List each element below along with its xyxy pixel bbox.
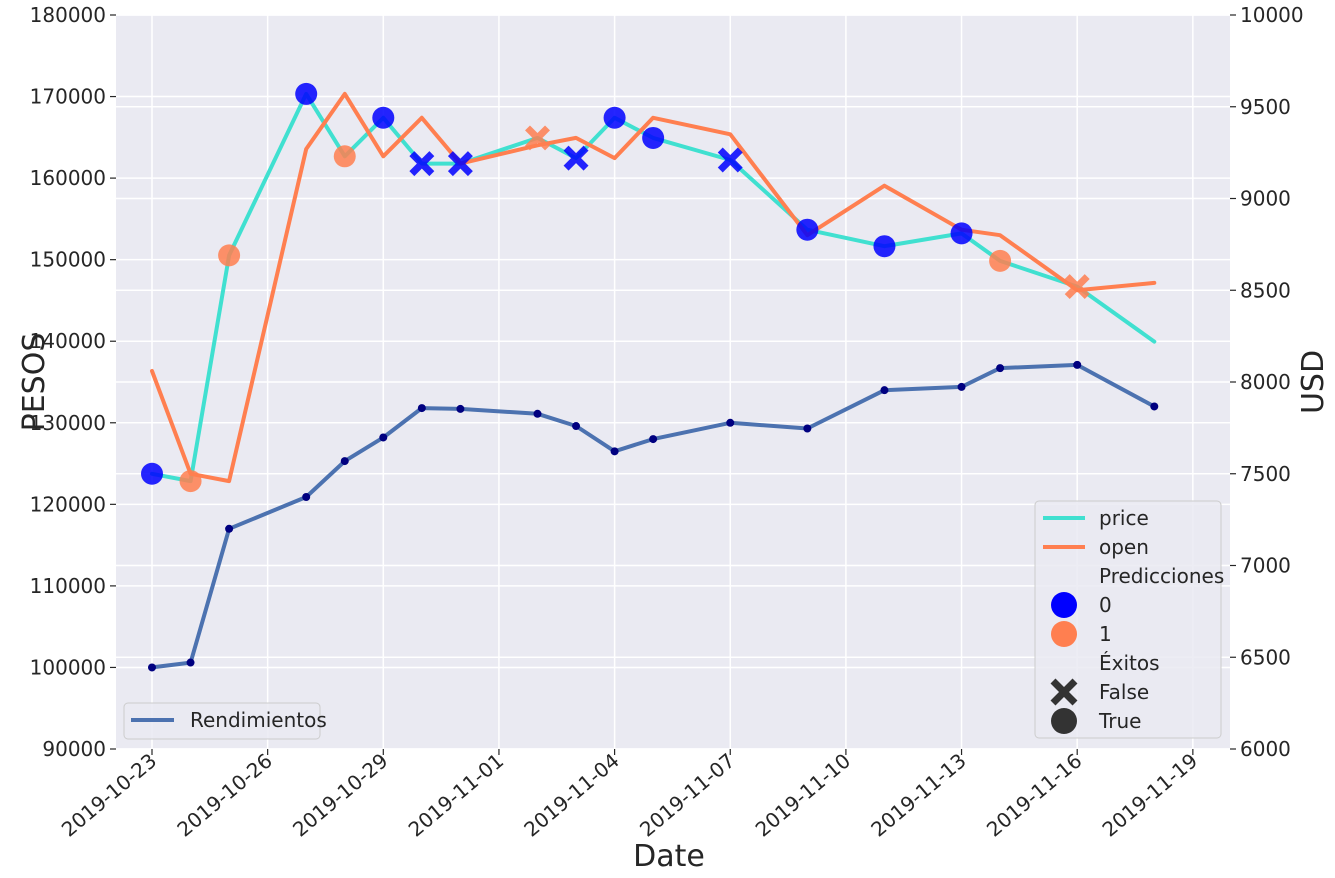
prediction-circle [642,126,665,149]
right-tick-label: 10000 [1240,3,1304,27]
rendimientos-point [186,658,195,667]
legend-label: price [1099,506,1149,530]
cross-stroke [447,151,473,177]
right-tick-label: 8000 [1240,370,1291,394]
prediction-circle [796,218,819,241]
x-axis: 2019-10-23 2019-10-26 2019-10-29 2019-11-01… [57,748,1202,841]
rendimientos-point [572,422,581,431]
right-tick-label: 7500 [1240,462,1291,486]
prediction-circle [179,470,202,493]
rendimientos-point [803,424,812,433]
x-tick-label: 2019-11-19 [1098,748,1202,841]
rendimientos-point [379,433,388,442]
legend-style-title: Éxitos [1099,651,1160,675]
left-tick-label: 160000 [30,166,106,190]
right-tick-label: 6000 [1240,737,1291,761]
legend-label: open [1099,535,1149,559]
legend-rendimientos: Rendimientos [123,702,327,740]
left-tick-label: 170000 [30,85,106,109]
rendimientos-point [456,404,465,413]
legend-label: 1 [1099,622,1112,646]
legend-marker-false [1050,678,1078,706]
prediction-cross [1064,274,1090,300]
rendimientos-point [726,418,735,427]
left-tick-label: 180000 [30,3,106,27]
legend-label: Rendimientos [190,708,327,732]
prediction-circle [603,106,626,129]
rendimientos-point [649,435,658,444]
rendimientos-point [880,386,889,395]
cross-stroke [1064,274,1090,300]
legend-marker-true [1051,708,1077,734]
right-tick-label: 6500 [1240,645,1291,669]
rendimientos-point [533,409,542,418]
prediction-circle [141,462,163,485]
right-tick-label: 9500 [1240,95,1291,119]
legend-predicciones: price open Predicciones 0 1 Éxitos False True [1034,500,1224,739]
rendimientos-point [1073,360,1082,369]
x-tick-label: 2019-11-13 [866,748,970,841]
legend-box [1034,500,1222,739]
cross-stroke [1050,678,1078,706]
prediction-circle [218,244,241,267]
rendimientos-point [302,492,311,501]
rendimientos-point [957,382,966,391]
x-tick-label: 2019-10-29 [288,748,392,841]
prediction-cross [525,125,550,151]
left-tick-label: 90000 [42,737,106,761]
left-y-axis-title: PESOS [17,333,52,432]
left-tick-label: 130000 [30,411,106,435]
right-y-axis: 6000 6500 7000 7500 8000 8500 9000 9500 10000 [1230,3,1304,761]
prediction-circle [989,249,1012,272]
rendimientos-point [1150,402,1159,411]
left-tick-label: 110000 [30,574,106,598]
prediction-circle [372,106,395,129]
x-tick-label: 2019-10-23 [57,748,161,841]
legend-label: 0 [1099,593,1112,617]
prediction-cross [447,151,473,177]
prediction-cross [563,145,589,171]
legend-marker-pred [1051,592,1077,618]
prediction-circle [950,222,973,245]
left-tick-label: 140000 [30,329,106,353]
legend-label: True [1098,709,1141,733]
prediction-circle [873,235,896,258]
legend-box [123,702,321,740]
rendimientos-point [996,364,1005,373]
right-tick-label: 8500 [1240,278,1291,302]
legend-label: False [1099,680,1149,704]
cross-stroke [409,151,435,177]
rendimientos-point [610,447,619,456]
x-tick-label: 2019-11-16 [982,748,1086,841]
x-tick-label: 2019-10-26 [172,748,276,841]
right-tick-label: 9000 [1240,187,1291,211]
left-y-axis: 90000 100000 110000 120000 130000 140000 15000… [30,3,116,761]
rendimientos-point [417,404,426,413]
cross-stroke [525,125,550,151]
x-tick-label: 2019-11-01 [404,748,508,841]
cross-stroke [563,145,589,171]
rendimientos-point [225,524,234,533]
prediction-cross [409,151,435,177]
rendimientos-point [340,457,349,466]
prediction-markers [141,82,1090,493]
prediction-circle [295,82,318,105]
x-tick-label: 2019-11-04 [519,748,623,841]
rendimientos-point [148,663,156,672]
x-tick-label: 2019-11-07 [635,748,739,841]
x-tick-label: 2019-11-10 [751,748,855,841]
right-y-axis-title: USD [1296,350,1331,414]
left-tick-label: 120000 [30,492,106,516]
prediction-circle [333,145,356,168]
legend-hue-title: Predicciones [1099,564,1224,588]
right-tick-label: 7000 [1240,554,1291,578]
left-tick-label: 100000 [30,655,106,679]
legend-marker-pred [1051,621,1077,647]
x-axis-title: Date [633,839,705,874]
cross-stroke [717,147,743,173]
prediction-cross [717,147,743,173]
left-tick-label: 150000 [30,248,106,272]
